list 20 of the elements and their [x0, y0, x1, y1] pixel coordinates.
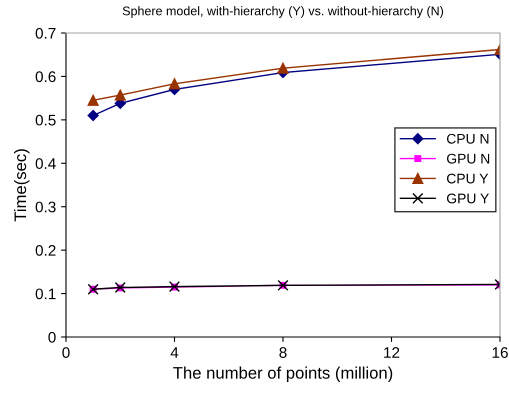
legend-label: CPU Y [446, 174, 488, 184]
x-tick-label: 12 [384, 347, 400, 358]
y-tick-label: 0.7 [36, 28, 56, 39]
y-tick-label: 0.1 [36, 288, 56, 300]
y-tick-label: 0.2 [36, 245, 56, 256]
y-axis-title: Time(sec) [14, 149, 30, 222]
x-tick-label: 4 [170, 347, 178, 358]
legend-label: CPU N [446, 134, 488, 144]
y-tick-label: 0.5 [36, 114, 56, 126]
y-tick-label: 0.6 [36, 71, 56, 82]
x-axis-title: The number of points (million) [173, 366, 392, 382]
y-tick-label: 0 [48, 332, 56, 343]
x-tick-label: 16 [492, 347, 508, 358]
x-tick-label: 0 [62, 347, 70, 358]
y-tick-label: 0.4 [36, 158, 56, 169]
chart-title: Sphere model, with-hierarchy (Y) vs. without-hierarchy (N) [122, 6, 444, 18]
legend-label: GPU N [446, 154, 490, 164]
y-tick-label: 0.3 [36, 202, 56, 212]
legend-label: GPU Y [446, 194, 489, 204]
x-tick-label: 8 [279, 347, 287, 358]
